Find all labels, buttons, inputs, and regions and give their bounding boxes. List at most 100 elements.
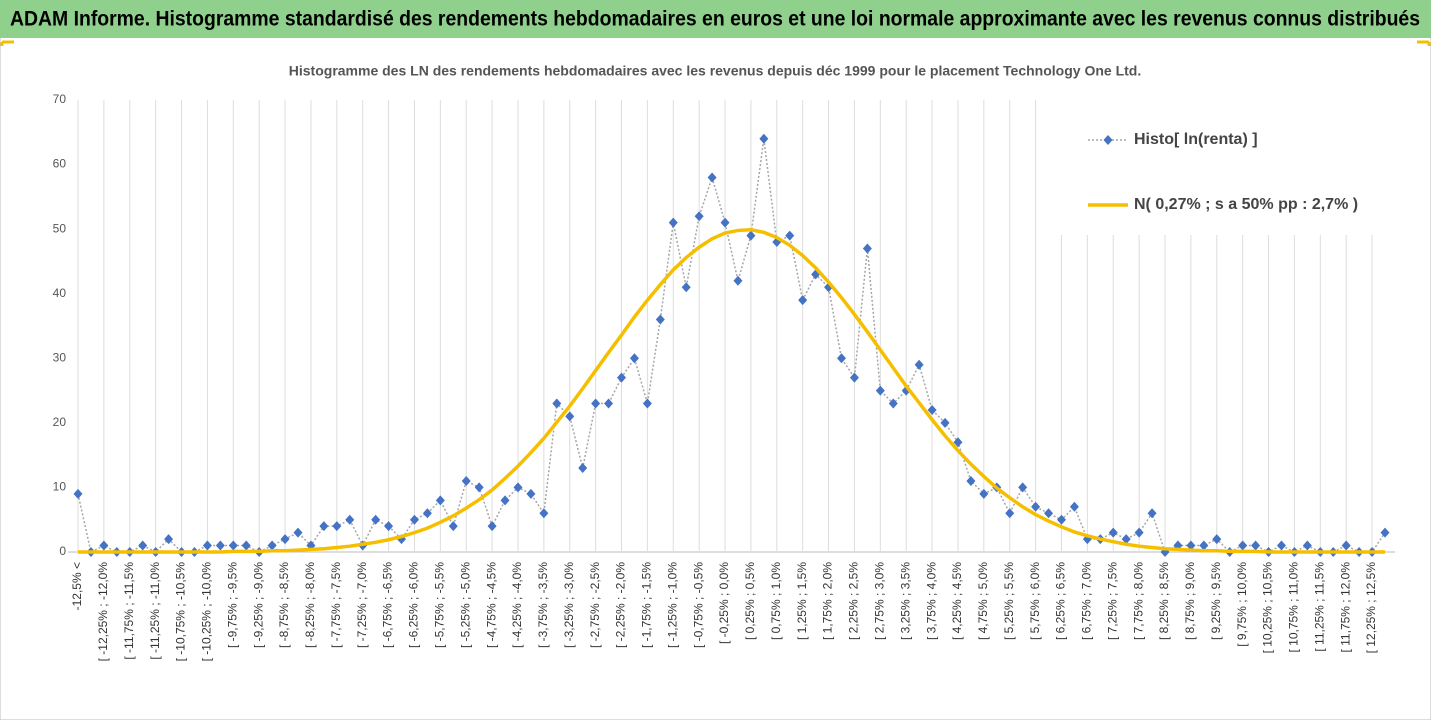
histogram-point	[474, 482, 484, 493]
y-tick-label: 30	[53, 350, 67, 364]
legend-label: Histo[ ln(renta) ]	[1134, 131, 1258, 148]
x-tick-label: [ 6,25% ; 6,5%	[1054, 562, 1068, 640]
legend-box	[1060, 100, 1385, 235]
histogram-point	[461, 475, 471, 486]
x-tick-label: [ 10,75% ; 11,0%	[1287, 562, 1301, 653]
normal-curve	[78, 228, 1385, 554]
x-tick-label: [ 2,75% ; 3,0%	[872, 562, 886, 640]
y-tick-label: 0	[59, 544, 66, 558]
histogram-point	[578, 463, 588, 474]
x-tick-label: [ 8,25% ; 8,5%	[1157, 562, 1171, 640]
histogram-point	[1005, 508, 1015, 519]
histogram-point	[228, 540, 238, 551]
legend-marker	[1103, 135, 1113, 145]
histogram-point	[526, 488, 536, 499]
histogram-point	[1186, 540, 1196, 551]
histogram-point	[668, 217, 678, 228]
y-tick-label: 40	[53, 286, 67, 300]
chart-title: Histogramme des LN des rendements hebdom…	[289, 63, 1141, 79]
histogram-point	[591, 398, 601, 409]
histogram-point	[836, 353, 846, 364]
x-tick-label: [ 9,25% ; 9,5%	[1209, 562, 1223, 640]
x-tick-label: [ 7,25% ; 7,5%	[1105, 562, 1119, 640]
histogram-point	[849, 372, 859, 383]
histogram-point	[953, 437, 963, 448]
histogram-point	[655, 314, 665, 325]
histogram-point	[927, 404, 937, 415]
histogram-point	[785, 230, 795, 241]
histogram-point	[73, 488, 83, 499]
x-tick-label: [ -5,25% ; -5,0%	[458, 562, 472, 648]
x-tick-label: [ -11,75% ; -11,5%	[122, 562, 136, 660]
banner-title: ADAM Informe. Histogramme standardisé de…	[10, 8, 1420, 31]
histogram-point	[99, 540, 109, 551]
histogram-point	[1199, 540, 1209, 551]
x-tick-label: [ -8,75% ; -8,5%	[277, 562, 291, 648]
histogram-point	[409, 514, 419, 525]
x-tick-label: [ -3,25% ; -3,0%	[562, 562, 576, 648]
histogram-point	[1302, 540, 1312, 551]
histogram-point	[1056, 514, 1066, 525]
histogram-point	[733, 275, 743, 286]
histogram-point	[604, 398, 614, 409]
histogram-point	[617, 372, 627, 383]
histogram-point	[1121, 534, 1131, 545]
histogram-point	[746, 230, 756, 241]
y-tick-label: 70	[53, 92, 67, 106]
histogram-point	[862, 243, 872, 254]
histogram-point	[914, 359, 924, 370]
x-tick-label: [ 6,75% ; 7,0%	[1080, 562, 1094, 640]
y-tick-label: 20	[53, 415, 67, 429]
x-tick-label: [ 10,25% ; 10,5%	[1261, 562, 1275, 654]
histogram-point	[720, 217, 730, 228]
histogram-point	[448, 521, 458, 532]
x-tick-label: [ 2,25% ; 2,5%	[847, 562, 861, 640]
x-tick-label: [ -2,25% ; -2,0%	[614, 562, 628, 648]
histogram-point	[979, 488, 989, 499]
histogram-point	[1238, 540, 1248, 551]
y-tick-label: 60	[53, 157, 67, 171]
x-tick-label: [ -9,75% ; -9,5%	[225, 562, 239, 648]
x-tick-label: [ -1,25% ; -1,0%	[665, 562, 679, 648]
histogram-point	[552, 398, 562, 409]
x-tick-label: -12,5% <	[70, 562, 84, 610]
histogram-point	[1276, 540, 1286, 551]
x-tick-label: [ -7,25% ; -7,0%	[355, 562, 369, 648]
x-tick-label: [ -10,75% ; -10,5%	[174, 562, 188, 662]
histogram-point	[215, 540, 225, 551]
x-tick-label: [ 5,25% ; 5,5%	[1002, 562, 1016, 640]
x-tick-label: [ -10,25% ; -10,0%	[200, 562, 214, 662]
x-tick-label: [ 0,25% ; 0,5%	[743, 562, 757, 640]
x-tick-label: [ 3,75% ; 4,0%	[924, 562, 938, 640]
histogram-point	[164, 534, 174, 545]
histogram-point	[1251, 540, 1261, 551]
histogram-point	[539, 508, 549, 519]
histogram-point	[384, 521, 394, 532]
histogram-point	[1044, 508, 1054, 519]
histogram-point	[1212, 534, 1222, 545]
x-tick-label: [ 11,25% ; 11,5%	[1312, 562, 1326, 652]
histogram-point	[888, 398, 898, 409]
x-tick-label: [ -0,25% ; 0,0%	[717, 562, 731, 644]
histogram-point	[642, 398, 652, 409]
histogram-point	[345, 514, 355, 525]
histogram-point	[422, 508, 432, 519]
x-tick-label: [ -6,25% ; -6,0%	[407, 562, 421, 648]
histogram-point	[694, 211, 704, 222]
histogram-point	[1380, 527, 1390, 538]
x-tick-label: [ -3,75% ; -3,5%	[536, 562, 550, 648]
histogram-point	[1134, 527, 1144, 538]
histogram-point	[759, 133, 769, 144]
histogram-point	[241, 540, 251, 551]
histogram-point	[681, 282, 691, 293]
histogram-point	[293, 527, 303, 538]
x-tick-label: [ -6,75% ; -6,5%	[381, 562, 395, 648]
histogram-point	[798, 295, 808, 306]
x-tick-label: [ 1,75% ; 2,0%	[821, 562, 835, 640]
histogram-point	[332, 521, 342, 532]
x-tick-label: [ -4,75% ; -4,5%	[484, 562, 498, 648]
x-tick-label: [ 0,75% ; 1,0%	[769, 562, 783, 640]
histogram-point	[371, 514, 381, 525]
x-tick-label: [ -2,75% ; -2,5%	[588, 562, 602, 648]
